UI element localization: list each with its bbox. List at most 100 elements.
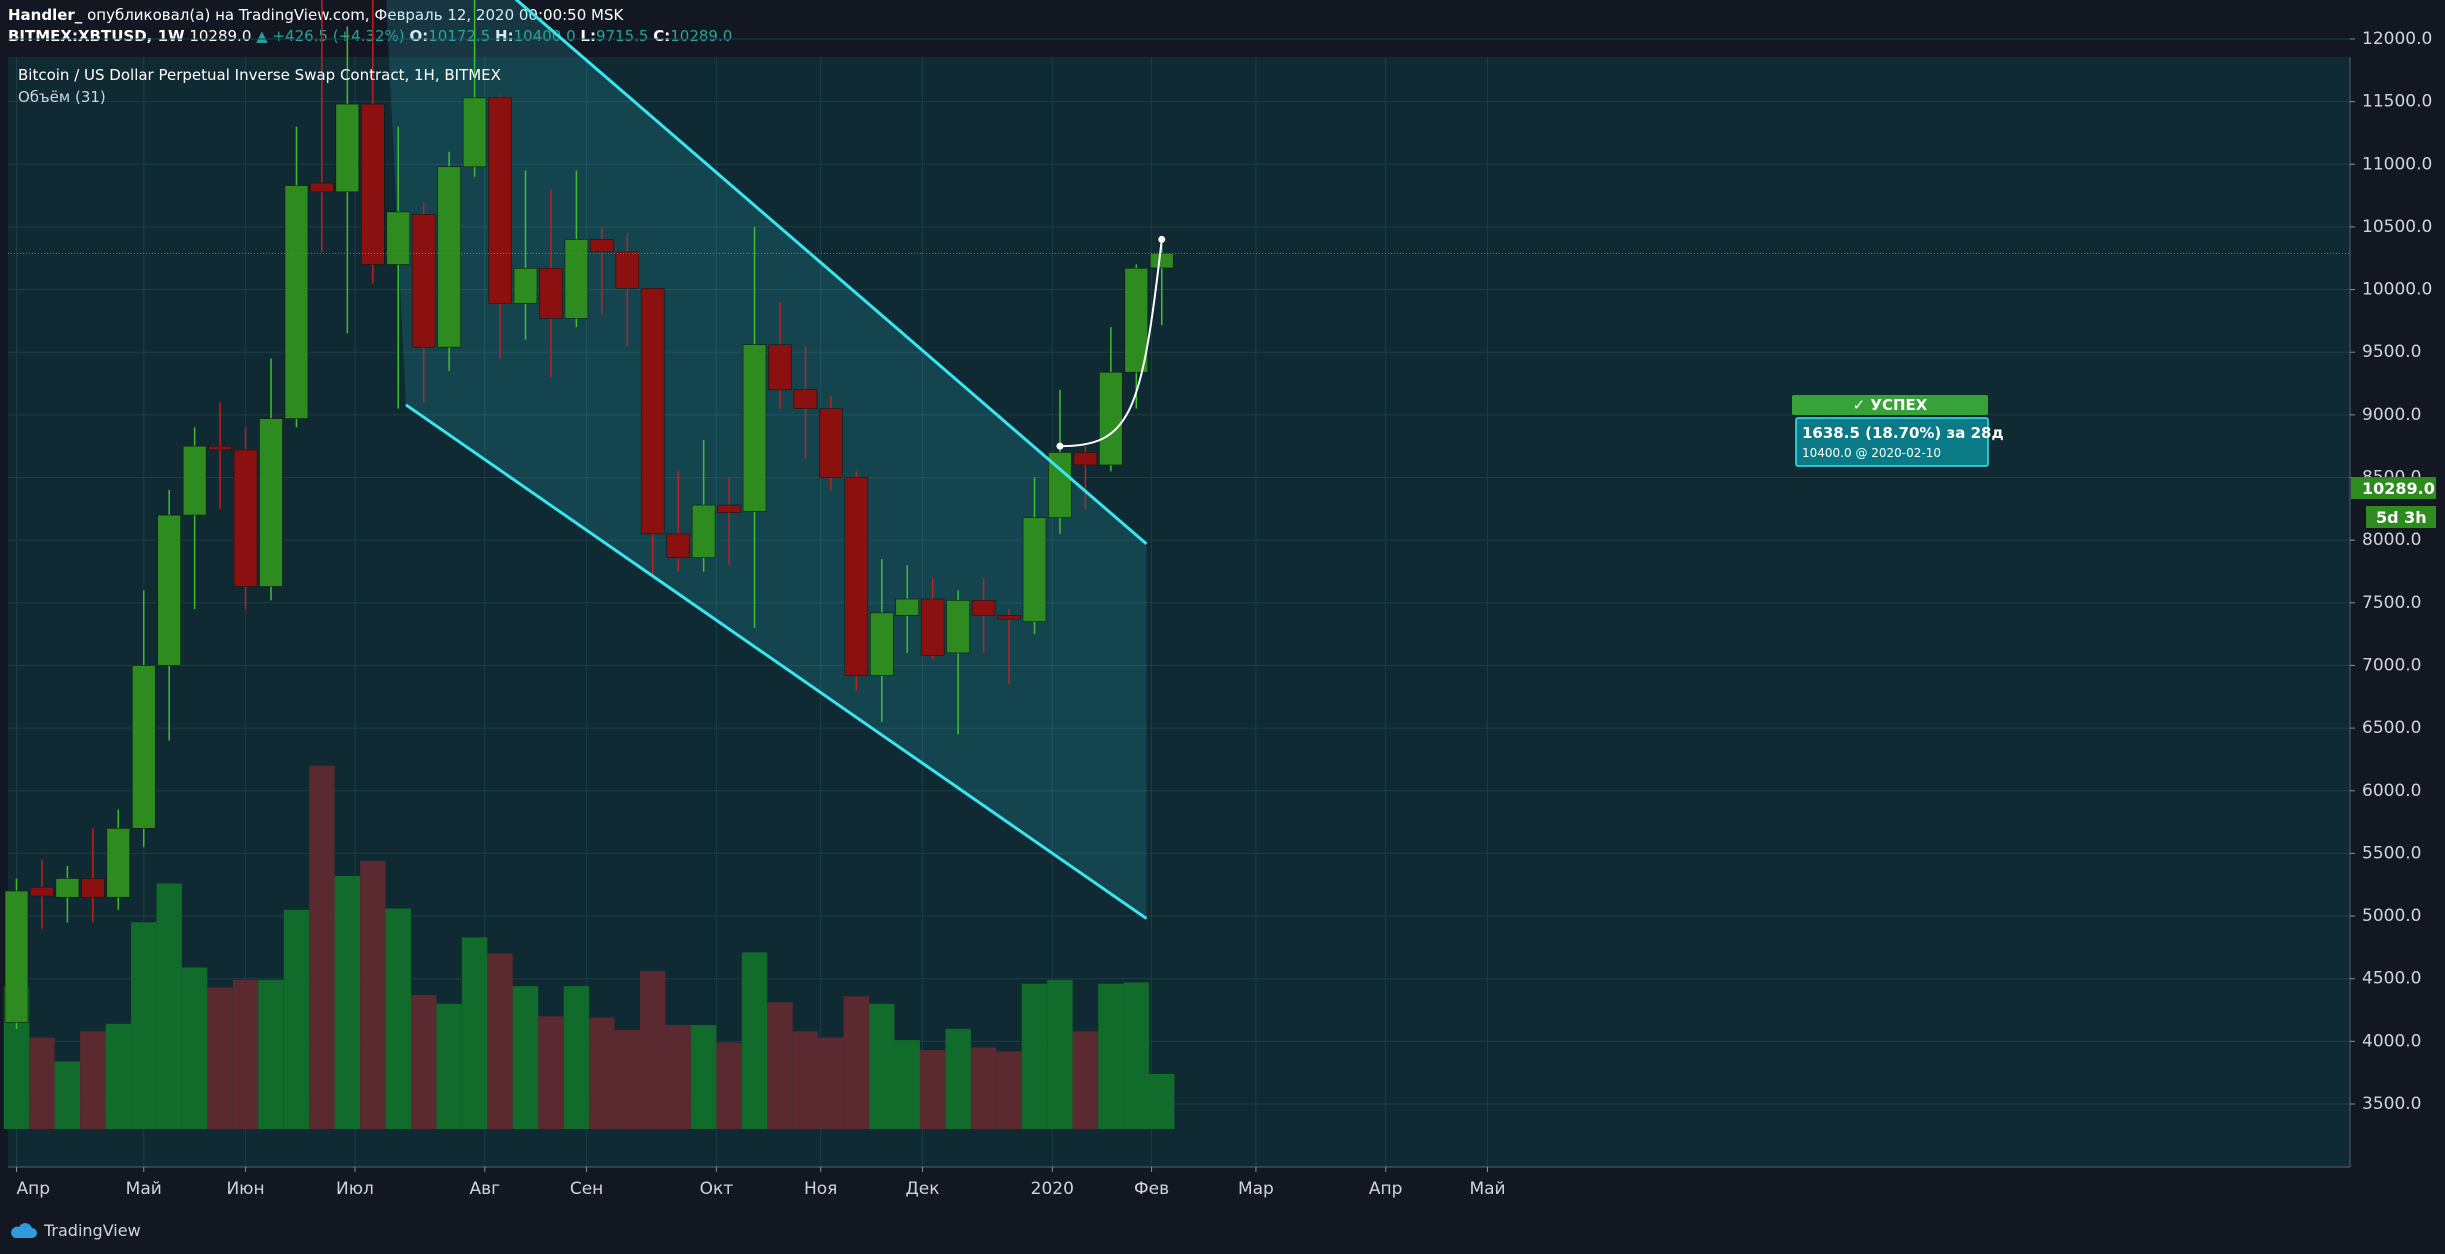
chart-title: Bitcoin / US Dollar Perpetual Inverse Sw… [18,66,501,84]
volume-bar [436,1003,462,1130]
candle [131,590,156,848]
volume-bar [614,1030,640,1130]
candle [360,0,385,284]
candle-body [844,477,869,676]
x-tick-label: Июн [226,1179,264,1199]
price-change: ▲ +426.5 (+4.32%) [256,27,405,45]
candle-body [793,389,818,409]
candle-body [335,103,360,193]
candle [819,396,843,491]
candle-body [869,612,894,676]
candle [462,0,487,177]
candle-body [81,878,105,898]
volume-bar [1123,982,1149,1130]
candle-body [666,533,691,558]
measure-line-2: 10400.0 @ 2020-02-10 [1802,446,1941,460]
volume-bar [1098,983,1124,1130]
candle [590,226,614,315]
x-tick-label: Мар [1238,1179,1274,1199]
x-tick-label: 2020 [1031,1179,1074,1199]
volume-bar [80,1031,106,1130]
candle [157,490,181,741]
candle-body [717,504,741,513]
volume-bar [869,1003,895,1130]
volume-bar [996,1051,1022,1130]
candle-body [259,418,283,587]
candles[interactable] [4,0,1174,1029]
projection-end-point [1158,235,1166,243]
candle [55,865,80,923]
candle-body [920,598,945,656]
volume-bars [3,765,1175,1130]
close-value: 10289.0 [670,27,733,45]
symbol-label: BITMEX:XBTUSD, 1W [8,27,185,45]
close-label: C: [653,27,671,45]
volume-bar [767,1002,793,1130]
candle-body [564,239,589,319]
x-tick-label: Сен [570,1179,603,1199]
x-tick-label: Фев [1134,1179,1169,1199]
x-tick-label: Авг [469,1179,500,1199]
projection-curve [1059,239,1163,448]
y-tick-label: 6000.0 [2362,781,2421,801]
volume-bar [589,1017,615,1130]
y-tick-label: 8000.0 [2362,530,2421,550]
x-tick-label: Окт [700,1179,734,1199]
open-label: O: [409,27,429,45]
volume-bar [512,986,539,1130]
ohlc-header: BITMEX:XBTUSD, 1W 10289.0 ▲ +426.5 (+4.3… [8,27,732,45]
time-axis[interactable]: Апр Май Июн Июл Авг Сен Окт Ноя Дек 2020 Фев Мар Апр… [16,1167,1506,1199]
candle-body [386,211,411,265]
volume-bar [843,996,870,1130]
candle-body [488,97,512,304]
candle [946,590,970,735]
volume-bar [411,994,437,1130]
cloud-icon [11,1222,37,1238]
volume-bar [970,1047,997,1130]
candle [4,878,29,1029]
volume-bar [894,1040,920,1130]
candle-body [819,408,843,478]
candle [182,427,207,610]
candle-body [1124,267,1149,373]
channel-upper-line [514,0,1148,546]
y-tick-label: 7500.0 [2362,593,2421,613]
candle-body [208,445,232,451]
candle [310,0,334,252]
volume-bar [131,922,157,1130]
candle-body [182,445,207,516]
candle [488,95,512,359]
channel-lines[interactable] [380,0,1148,920]
volume-bar [461,937,488,1130]
candle [335,26,360,334]
candle [1048,389,1072,534]
success-annotation[interactable]: ✓ УСПЕХ 1638.5 (18.70%) за 28д 10400.0 @… [1792,395,2004,467]
candle-body [1149,253,1174,269]
volume-bar [690,1025,717,1130]
candle [844,471,869,691]
candle [615,233,640,346]
candle [920,577,945,660]
last-price: 10289.0 [189,27,252,45]
y-tick-label: 5000.0 [2362,906,2421,926]
x-tick-label: Апр [17,1179,51,1199]
candle [30,859,54,929]
volume-bar [665,1025,691,1130]
volume-bar [1072,1031,1099,1130]
candle [564,170,589,328]
candle-body [590,239,614,253]
volume-bar [207,987,233,1130]
volume-bar [538,1016,564,1130]
price-axis[interactable]: 3500.0 4000.0 4500.0 5000.0 5500.0 6000.0 6500… [2350,0,2432,1114]
candle-body [539,267,563,319]
candle-body [437,166,461,348]
candle [284,126,309,428]
y-tick-label: 9000.0 [2362,405,2421,425]
candle-body [284,185,309,419]
brand-name: TradingView [44,1221,141,1240]
candle-body [691,504,716,558]
tradingview-logo[interactable]: TradingView [8,1221,141,1240]
volume-bar [1149,1073,1175,1130]
candle-body [513,267,538,304]
